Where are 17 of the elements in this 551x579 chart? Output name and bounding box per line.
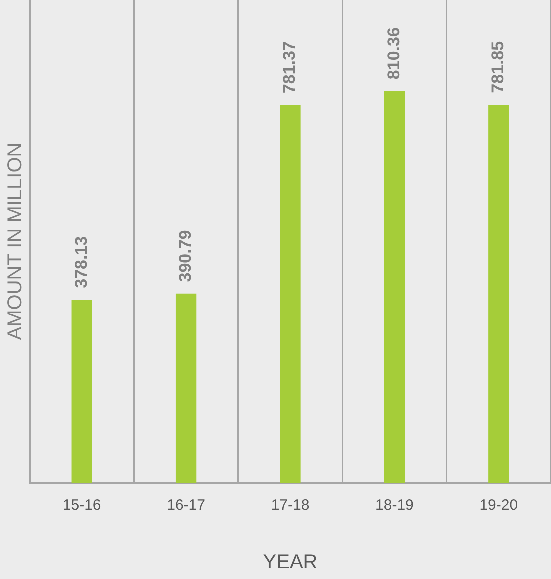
bar [384, 91, 406, 483]
data-label: 781.37 [280, 42, 300, 94]
x-tick-label: 18-19 [376, 497, 414, 514]
bar [176, 294, 197, 483]
data-label: 810.36 [384, 28, 404, 80]
data-label: 390.79 [176, 230, 195, 282]
bar [72, 300, 92, 483]
bar [488, 105, 510, 483]
y-axis-title: AMOUNT IN MILLION [4, 142, 27, 340]
x-axis-title: YEAR [263, 552, 318, 574]
x-tick-label: 16-17 [167, 497, 206, 514]
data-label: 781.85 [488, 41, 508, 94]
data-label: 378.13 [72, 236, 91, 288]
x-tick-label: 17-18 [271, 497, 310, 514]
x-tick-label: 19-20 [480, 497, 518, 514]
x-tick-label: 15-16 [62, 497, 102, 514]
bar [280, 105, 301, 483]
